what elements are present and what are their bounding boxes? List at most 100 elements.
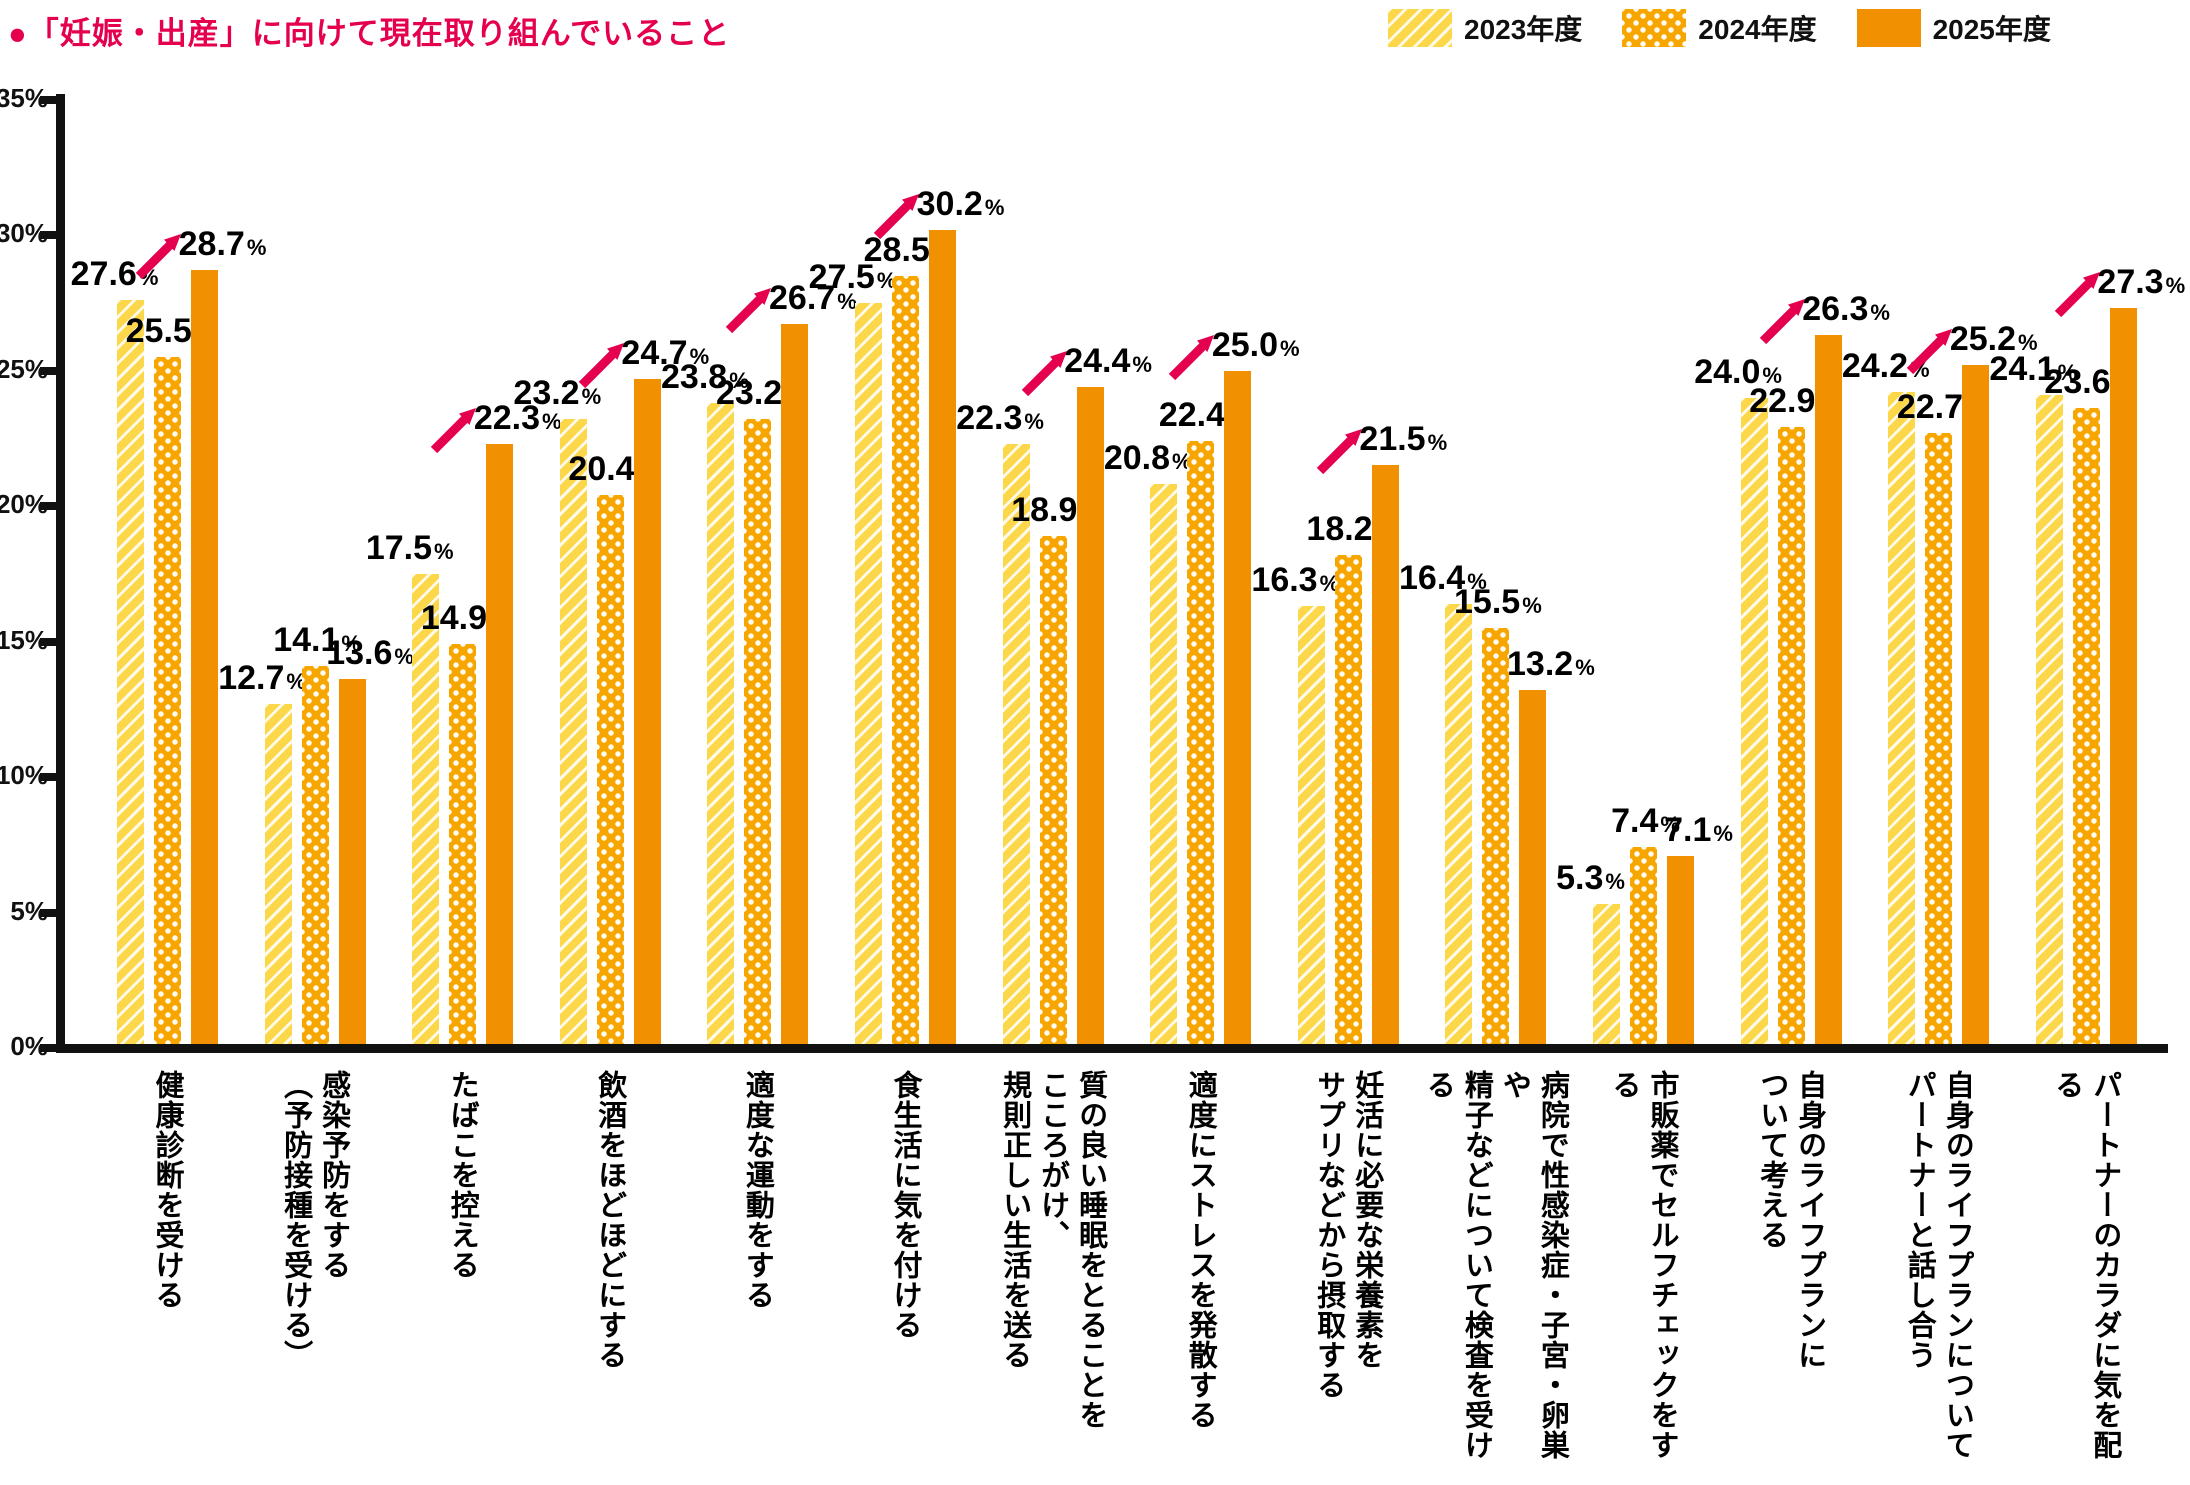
y-axis-tick-label: 30% <box>0 218 48 248</box>
bar-2025年度-4 <box>633 378 661 1044</box>
value-label-2023年度-12: 24.0% <box>1694 352 1782 391</box>
category-label-13: 自身のライフプランについて パートナーと話し合う <box>1903 1070 1974 1460</box>
increase-arrow-icon <box>1753 291 1813 351</box>
bar-2025年度-10 <box>1519 690 1547 1044</box>
y-axis-tick-label: 20% <box>0 489 48 519</box>
category-label-7: 質の良い睡眠をとることを こころがけ、 規則正しい生活を送る <box>998 1070 1107 1430</box>
y-axis-tick-label: 35% <box>0 82 48 113</box>
bar-2024年度-13 <box>1925 432 1953 1044</box>
increase-arrow-icon <box>867 186 927 246</box>
category-label-6: 食生活に気を付ける <box>889 1070 921 1340</box>
value-label-2025年度-1: 28.7% <box>178 225 267 264</box>
category-label-5: 適度な運動をする <box>741 1070 774 1310</box>
increase-arrow-icon <box>1162 327 1222 387</box>
bar-2025年度-14 <box>2109 308 2137 1044</box>
category-label-8: 適度にストレスを発散する <box>1184 1070 1217 1430</box>
value-label-2025年度-2: 13.6% <box>326 634 414 673</box>
value-label-2025年度-10: 13.2% <box>1507 645 1595 684</box>
value-label-2025年度-9: 21.5% <box>1359 420 1448 459</box>
y-axis-tick-label: 10% <box>0 760 48 790</box>
category-label-14: パートナーのカラダに気を配る <box>2050 1070 2121 1460</box>
y-axis-tick <box>40 95 60 104</box>
value-label-2023年度-4: 23.2% <box>513 374 602 413</box>
increase-arrow-icon <box>424 400 484 460</box>
bar-2025年度-2 <box>338 679 366 1044</box>
bar-2023年度-5 <box>707 403 735 1044</box>
y-axis-tick <box>40 502 60 510</box>
x-axis-line <box>56 1044 2168 1053</box>
bar-2023年度-8 <box>1150 484 1178 1044</box>
value-label-2023年度-3: 17.5% <box>365 528 454 567</box>
value-label-2023年度-9: 16.3% <box>1251 561 1340 600</box>
legend-swatch-2023 <box>1388 9 1452 47</box>
legend-label-2025: 2025年度 <box>1932 14 2051 45</box>
bar-2023年度-14 <box>2035 394 2063 1044</box>
y-axis-tick <box>40 637 60 646</box>
legend-label-2023: 2023年度 <box>1464 14 1583 45</box>
bar-2025年度-3 <box>486 443 514 1044</box>
bar-2025年度-13 <box>1962 365 1990 1044</box>
y-axis-tick-label: 25% <box>0 353 48 384</box>
value-label-2025年度-6: 30.2% <box>916 184 1005 223</box>
legend-item-2023: 2023年度 <box>1388 8 1582 48</box>
bar-2023年度-4 <box>559 419 587 1044</box>
value-label-2023年度-2: 12.7% <box>218 658 306 697</box>
category-label-12: 自身のライフプランに ついて考える <box>1755 1070 1826 1370</box>
legend-item-2024: 2024年度 <box>1622 8 1817 48</box>
bar-2023年度-2 <box>264 703 292 1044</box>
value-label-2023年度-7: 22.3% <box>956 398 1044 437</box>
value-label-2023年度-11: 5.3% <box>1556 859 1625 898</box>
category-label-3: たばこを控える <box>446 1070 479 1280</box>
bar-2024年度-8 <box>1187 440 1215 1044</box>
value-label-2024年度-2: 14.1% <box>273 620 361 659</box>
bar-2024年度-1 <box>154 356 181 1044</box>
value-label-2025年度-14: 27.3% <box>2097 263 2186 302</box>
bar-2025年度-1 <box>191 270 218 1044</box>
legend-swatch-2024 <box>1622 9 1687 47</box>
y-axis-tick-label: 0% <box>10 1031 48 1061</box>
increase-arrow-icon <box>719 280 779 340</box>
bar-2023年度-11 <box>1593 904 1620 1044</box>
value-label-2025年度-11: 7.1% <box>1664 810 1733 849</box>
legend: 2023年度 2024年度 2025年度 <box>1388 8 2051 48</box>
value-label-2025年度-3: 22.3% <box>473 398 562 437</box>
chart-title: ●「妊娠・出産」に向けて現在取り組んでいること <box>8 16 731 51</box>
bar-2024年度-6 <box>892 275 919 1044</box>
increase-arrow-icon <box>1900 321 1960 381</box>
value-label-2024年度-11: 7.4% <box>1611 802 1680 841</box>
bar-2024年度-11 <box>1630 847 1657 1044</box>
value-label-2025年度-8: 25.0% <box>1211 325 1300 364</box>
y-axis-tick <box>40 231 60 239</box>
bar-2024年度-2 <box>301 665 329 1044</box>
legend-item-2025: 2025年度 <box>1856 8 2051 48</box>
value-label-2023年度-10: 16.4% <box>1399 558 1487 597</box>
category-label-9: 妊活に必要な栄養素を サプリなどから摂取する <box>1312 1070 1383 1400</box>
y-axis-tick <box>40 773 60 781</box>
bar-2025年度-9 <box>1371 465 1399 1044</box>
increase-arrow-icon <box>2048 264 2108 324</box>
increase-arrow-icon <box>1015 343 1075 403</box>
bar-2024年度-9 <box>1334 554 1362 1044</box>
bar-2024年度-7 <box>1039 535 1067 1044</box>
bar-2024年度-10 <box>1482 627 1510 1044</box>
bar-2023年度-1 <box>117 300 144 1044</box>
bar-2024年度-14 <box>2072 408 2100 1044</box>
value-label-2025年度-5: 26.7% <box>769 279 857 318</box>
value-label-2023年度-13: 24.2% <box>1841 347 1930 386</box>
y-axis-tick-label: 15% <box>0 624 48 655</box>
y-axis-line <box>56 94 65 1052</box>
bar-2025年度-5 <box>781 324 809 1044</box>
bar-2025年度-8 <box>1224 370 1252 1044</box>
y-axis-tick-label: 5% <box>10 895 48 926</box>
bar-2024年度-12 <box>1777 427 1805 1044</box>
value-label-2025年度-7: 24.4% <box>1064 341 1152 380</box>
bar-2025年度-12 <box>1814 335 1842 1044</box>
value-label-2023年度-14: 24.1% <box>1989 349 2078 388</box>
bar-2023年度-3 <box>412 573 440 1044</box>
increase-arrow-icon <box>1310 421 1370 481</box>
category-label-10: 病院で性感染症・子宮・卵巣や 精子などについて検査を受ける <box>1422 1070 1569 1460</box>
category-label-1: 健康診断を受ける <box>151 1070 183 1310</box>
value-label-2025年度-4: 24.7% <box>621 333 710 372</box>
bar-2023年度-7 <box>1002 443 1030 1044</box>
y-axis-tick <box>40 1044 60 1052</box>
